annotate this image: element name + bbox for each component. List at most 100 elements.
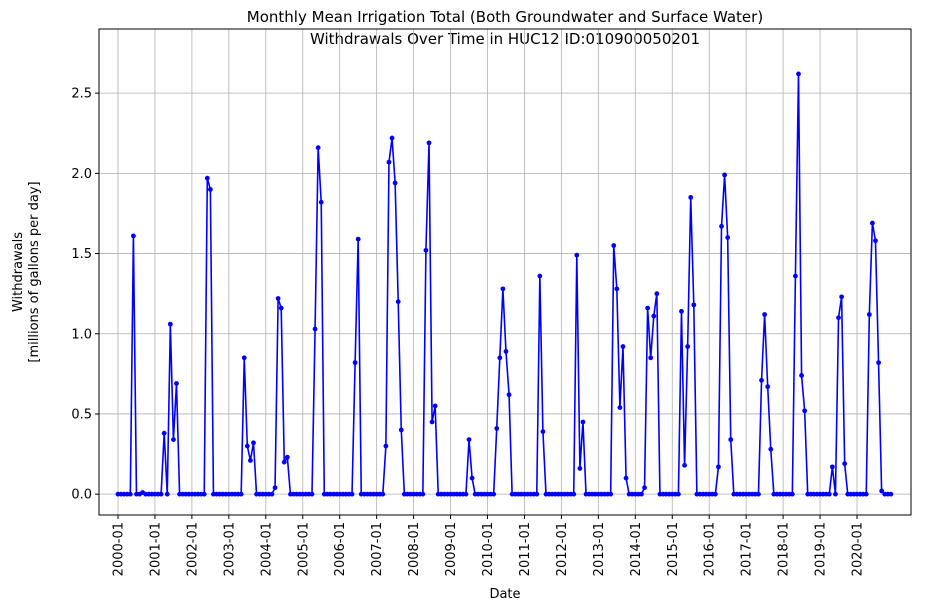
data-point [768,446,774,452]
data-point [167,321,173,327]
data-point [534,491,540,497]
data-point [617,405,623,410]
data-point [879,488,885,494]
data-point [728,437,734,443]
data-point [611,243,617,248]
data-point [284,454,290,460]
x-tick-label: 2008-01 [407,522,422,576]
chart-title: Withdrawals Over Time in HUC12 ID:010900… [310,30,700,48]
x-tick-label: 2020-01 [851,522,866,576]
data-point [833,491,838,497]
data-point [712,491,718,497]
data-point [238,491,244,497]
data-point [466,437,472,443]
data-point [318,199,324,205]
data-point [506,392,512,398]
data-point [722,172,727,178]
data-point [716,464,721,470]
data-point [278,305,284,311]
x-axis-label: Date [489,587,520,602]
data-point [688,195,694,200]
x-tick-label: 2001-01 [148,522,163,576]
data-point [244,443,250,449]
data-point [204,175,210,181]
data-point [349,491,355,497]
data-point [251,440,256,446]
data-point [423,247,429,253]
data-point [174,381,179,386]
data-point [802,408,808,414]
x-tick-label: 2003-01 [222,522,237,576]
data-point [395,299,401,305]
data-point [275,296,281,301]
data-point [888,491,894,497]
data-point [691,302,697,308]
data-point [392,180,398,186]
data-point [389,135,395,141]
data-point [571,491,577,497]
x-tick-label: 2018-01 [777,522,792,576]
data-point [685,344,691,349]
data-point [380,491,386,497]
data-point [863,491,869,497]
y-tick-label: 2.0 [71,167,92,182]
x-tick-label: 2007-01 [370,522,385,576]
data-point [876,360,881,366]
data-point [759,377,764,383]
data-line [118,73,891,495]
data-point [645,305,651,311]
x-tick-label: 2000-01 [112,522,127,576]
data-point [272,485,278,491]
data-point [873,238,878,244]
data-point [420,491,426,497]
data-point [500,286,506,292]
x-tick-label: 2010-01 [481,522,496,576]
data-point [580,419,586,425]
data-point [426,140,432,146]
data-point [463,491,469,497]
x-tick-label: 2011-01 [518,522,533,576]
data-point [651,313,657,319]
x-tick-label: 2016-01 [703,522,718,576]
data-point [682,462,687,468]
y-axis-label: Withdrawals [11,232,26,312]
y-tick-label: 1.0 [71,327,92,342]
data-point [639,491,644,497]
data-point [503,348,509,354]
data-point [158,491,164,497]
data-point [161,430,167,436]
data-point [796,71,801,77]
data-point [623,475,629,481]
plot-frame [98,28,912,516]
data-point [836,315,841,321]
y-tick-label: 0.5 [71,407,92,422]
data-point [719,223,724,229]
x-tick-label: 2006-01 [333,522,348,576]
data-point [494,425,500,431]
data-point [355,236,361,242]
data-point [383,443,389,449]
data-point [130,233,136,239]
y-axis-label: [millions of gallons per day] [27,181,42,362]
data-point [537,273,543,279]
x-tick-label: 2015-01 [666,522,681,576]
data-point [642,485,647,491]
data-point [756,491,761,497]
data-point [491,491,497,497]
x-tick-label: 2017-01 [740,522,755,576]
data-point [725,235,731,240]
x-tick-label: 2012-01 [555,522,570,576]
data-point [315,145,321,151]
data-point [679,308,684,314]
y-tick-label: 0.0 [71,488,92,503]
data-point [207,186,213,192]
data-point [839,294,845,300]
data-point [620,344,626,349]
data-point [829,464,835,470]
data-point [762,312,768,317]
data-point [201,491,207,497]
data-point [869,220,875,226]
data-point [614,286,620,292]
data-point [799,373,804,378]
